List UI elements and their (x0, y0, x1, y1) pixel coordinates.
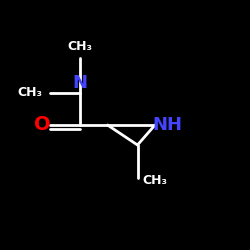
Text: O: O (34, 116, 51, 134)
Text: CH₃: CH₃ (18, 86, 42, 99)
Text: N: N (72, 74, 88, 92)
Text: NH: NH (152, 116, 182, 134)
Text: CH₃: CH₃ (68, 40, 92, 52)
Text: CH₃: CH₃ (142, 174, 168, 186)
